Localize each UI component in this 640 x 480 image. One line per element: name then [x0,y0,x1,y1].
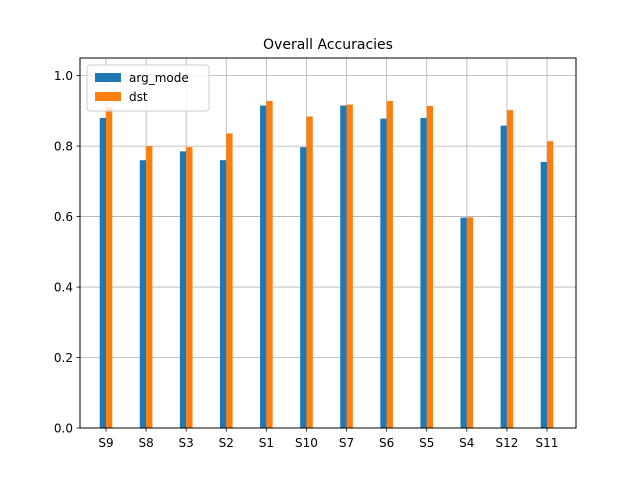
bar-arg-mode [219,160,227,428]
bar-arg-mode [540,161,547,428]
y-tick-label: 0.4 [54,280,73,294]
bar-arg-mode [380,118,387,428]
x-tick-label: S7 [339,436,354,450]
bar-dst [146,146,153,428]
chart-title: Overall Accuracies [263,37,393,53]
bar-arg-mode [340,105,347,429]
bar-arg-mode [179,151,187,428]
bar-dst [186,147,193,428]
y-axis: 0.0 0.2 0.4 0.6 0.8 1.0 [54,69,80,435]
legend-label: arg_mode [129,71,189,85]
bar-arg-mode [260,105,267,429]
y-tick-label: 0.0 [54,421,73,435]
bar-arg-mode [300,147,307,428]
bar-arg-mode [99,117,106,429]
x-tick-label: S2 [219,436,234,450]
x-tick-label: S6 [379,436,394,450]
bar-dst [426,105,434,428]
x-tick-label: S8 [138,436,153,450]
x-tick-label: S1 [259,436,274,450]
bar-dst [506,110,514,429]
legend-swatch [95,73,121,82]
bar-dst [106,107,113,428]
x-tick-label: S9 [98,436,113,450]
bars-group [99,100,554,429]
x-tick-label: S10 [295,436,318,450]
y-tick-label: 0.2 [54,351,73,365]
bar-dst [226,133,233,428]
x-tick-label: S3 [179,436,194,450]
x-tick-label: S4 [459,436,474,450]
bar-dst [466,217,474,428]
y-tick-label: 0.8 [54,139,73,153]
plot-frame [79,57,577,429]
x-axis: S9 S8 S3 S2 S1 S10 S7 S6 S5 S4 S12 S11 [98,428,558,450]
legend-swatch [95,92,121,101]
bar-dst [266,100,273,428]
x-tick-label: S5 [419,436,434,450]
bar-arg-mode [500,125,507,429]
y-tick-label: 1.0 [54,69,73,83]
bar-arg-mode [139,160,147,428]
bar-arg-mode [460,217,467,428]
bar-dst [306,116,313,428]
x-tick-label: S12 [495,436,518,450]
bar-arg-mode [420,117,427,429]
y-tick-label: 0.6 [54,210,73,224]
x-tick-label: S11 [536,436,559,450]
legend-label: dst [129,90,148,104]
bar-dst [546,141,554,428]
bar-dst [346,104,353,428]
bar-dst [386,100,393,428]
